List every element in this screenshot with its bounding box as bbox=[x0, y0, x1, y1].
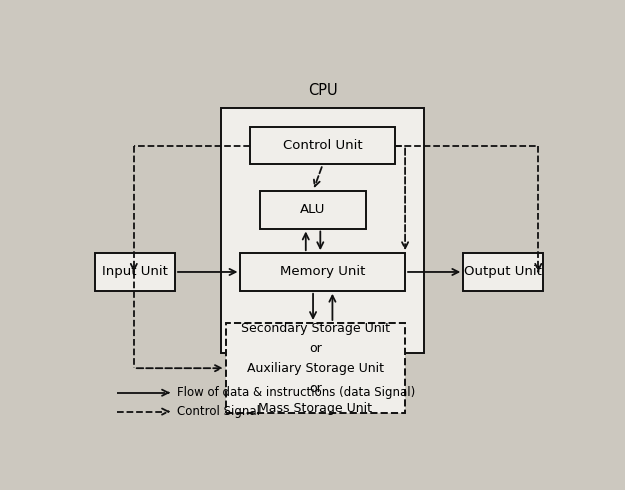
Bar bbox=[226, 323, 405, 414]
Text: Control Unit: Control Unit bbox=[283, 139, 362, 152]
Text: Secondary Storage Unit
or
Auxiliary Storage Unit
or
Mass Storage Unit: Secondary Storage Unit or Auxiliary Stor… bbox=[241, 322, 390, 415]
Bar bbox=[95, 253, 175, 291]
Bar bbox=[463, 253, 543, 291]
Bar bbox=[260, 191, 366, 228]
Text: CPU: CPU bbox=[308, 83, 338, 98]
Text: ALU: ALU bbox=[301, 203, 326, 216]
Bar bbox=[241, 253, 405, 291]
Bar bbox=[250, 127, 396, 165]
Text: Memory Unit: Memory Unit bbox=[280, 266, 366, 278]
Bar bbox=[221, 108, 424, 353]
Text: Flow of data & instructions (data Signal): Flow of data & instructions (data Signal… bbox=[177, 386, 416, 399]
Text: Input Unit: Input Unit bbox=[102, 266, 168, 278]
Text: Control Signal: Control Signal bbox=[177, 405, 261, 418]
Text: Output Unit: Output Unit bbox=[464, 266, 542, 278]
